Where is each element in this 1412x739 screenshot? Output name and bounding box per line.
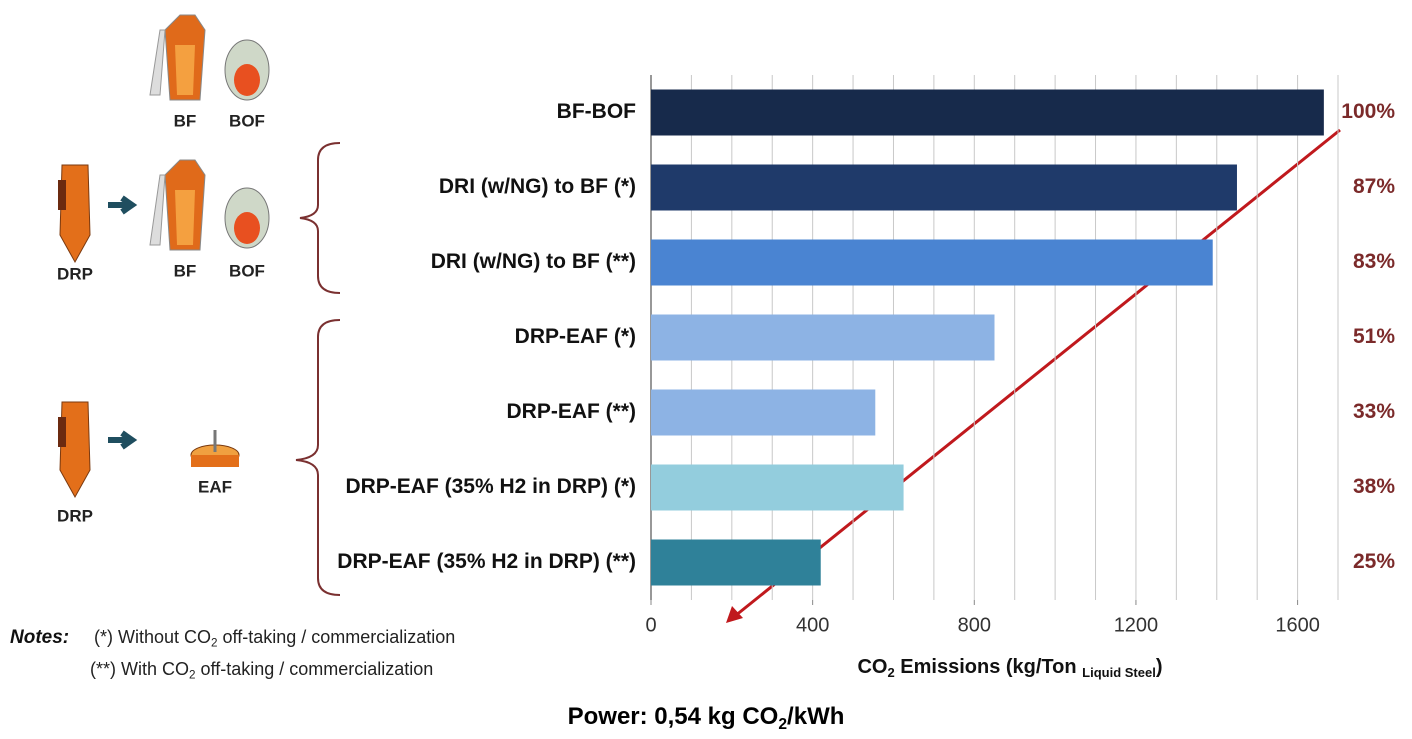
notes-heading: Notes: [10, 627, 69, 648]
text-part: Emissions (kg/Ton [895, 656, 1082, 678]
text-part: off-taking / commercialization [218, 627, 456, 647]
text-part: (*) Without CO [94, 627, 211, 647]
share-label: 33% [1353, 400, 1395, 423]
drp-icon [58, 402, 90, 497]
category-label: DRP-EAF (35% H2 in DRP) (**) [337, 550, 636, 573]
text-part: ) [1156, 656, 1163, 678]
bar [651, 90, 1324, 136]
process-label: BOF [229, 111, 265, 130]
category-label: DRP-EAF (35% H2 in DRP) (*) [345, 475, 636, 498]
share-label: 87% [1353, 175, 1395, 198]
subscript: Liquid Steel [1082, 665, 1156, 680]
arrow-icon [108, 433, 132, 447]
drp-icon [58, 165, 90, 262]
category-label: BF-BOF [557, 100, 636, 123]
note-line: (*) Without CO2 off-taking / commerciali… [94, 627, 455, 650]
process-label: DRP [57, 264, 93, 283]
blast-furnace-icon [150, 160, 205, 250]
subscript: 2 [887, 665, 894, 680]
x-tick-label: 800 [958, 614, 991, 636]
brace [300, 143, 340, 293]
footer-note: Power: 0,54 kg CO2/kWh [568, 703, 845, 733]
arrow-icon [108, 198, 132, 212]
process-label: EAF [198, 477, 232, 496]
note-line: (**) With CO2 off-taking / commercializa… [90, 659, 433, 682]
x-tick-label: 1600 [1275, 614, 1320, 636]
x-tick-label: 1200 [1114, 614, 1159, 636]
process-label: BF [174, 111, 197, 130]
process-icons [58, 15, 340, 595]
category-label: DRP-EAF (**) [507, 400, 637, 423]
category-label: DRI (w/NG) to BF (*) [439, 175, 636, 198]
share-label: 100% [1341, 100, 1395, 123]
trend-arrow-head [726, 606, 743, 623]
bar [651, 540, 821, 586]
bof-icon [225, 40, 269, 100]
process-label: BOF [229, 261, 265, 280]
subscript: 2 [778, 716, 787, 733]
chart: 0 400 800 1200 1600 BF-BOF 100% DRI (w/NG) to B… [0, 0, 1412, 739]
x-axis-title: CO2 Emissions (kg/Ton Liquid Steel) [857, 656, 1162, 680]
blast-furnace-icon [150, 15, 205, 100]
text-part: off-taking / commercialization [196, 659, 434, 679]
x-tick-label: 400 [796, 614, 829, 636]
share-label: 25% [1353, 550, 1395, 573]
x-tick-label: 0 [645, 614, 656, 636]
process-label: BF [174, 261, 197, 280]
bar [651, 315, 995, 361]
text-part: /kWh [787, 703, 844, 730]
bar [651, 165, 1237, 211]
process-label: DRP [57, 506, 93, 525]
text-part: CO [857, 656, 887, 678]
share-label: 38% [1353, 475, 1395, 498]
category-label: DRI (w/NG) to BF (**) [431, 250, 636, 273]
share-label: 51% [1353, 325, 1395, 348]
brace [296, 320, 340, 595]
text-part: (**) With CO [90, 659, 189, 679]
share-label: 83% [1353, 250, 1395, 273]
bar [651, 240, 1213, 286]
bar [651, 390, 875, 436]
bof-icon [225, 188, 269, 248]
category-label: DRP-EAF (*) [515, 325, 636, 348]
text-part: Power: 0,54 kg CO [568, 703, 779, 730]
bar [651, 465, 904, 511]
eaf-icon [191, 430, 239, 467]
